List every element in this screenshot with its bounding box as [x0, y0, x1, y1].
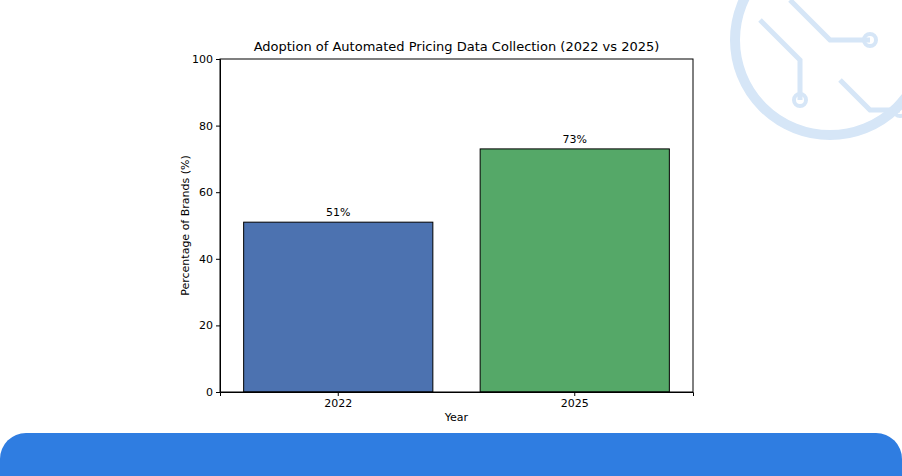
- x-tick-mark: [338, 392, 339, 396]
- deco-node: [894, 104, 902, 116]
- y-tick: 100: [192, 53, 220, 66]
- y-tick-mark: [216, 325, 220, 326]
- y-tick-mark: [216, 392, 220, 393]
- y-tick: 20: [199, 319, 220, 332]
- y-tick-label: 0: [206, 386, 213, 399]
- data-labels: 51% 73%: [326, 133, 587, 219]
- y-tick-mark: [216, 126, 220, 127]
- y-axis: 0 20 40 60 80 100: [192, 53, 221, 399]
- bar: [480, 149, 669, 392]
- y-tick-label: 100: [192, 53, 213, 66]
- deco-node: [864, 34, 876, 46]
- chart-svg: 0 20 40 60 80 100 2022 2025 51% 73% Adoption of Au…: [0, 0, 902, 476]
- y-tick-label: 80: [199, 120, 213, 133]
- bar: [244, 222, 433, 392]
- deco-line: [840, 80, 900, 110]
- plot-frame: [220, 59, 693, 392]
- deco-ring: [735, 0, 902, 135]
- x-tick-label: 2025: [561, 397, 589, 410]
- y-tick-mark: [216, 59, 220, 60]
- y-tick: 0: [206, 386, 220, 399]
- chart-title: Adoption of Automated Pricing Data Colle…: [254, 39, 660, 54]
- y-tick-label: 60: [199, 186, 213, 199]
- y-tick-mark: [216, 259, 220, 260]
- y-tick: 80: [199, 120, 220, 133]
- y-axis-title: Percentage of Brands (%): [179, 155, 192, 296]
- data-label: 73%: [563, 133, 587, 146]
- x-axis: 2022 2025: [221, 392, 694, 410]
- deco-node: [794, 94, 806, 106]
- y-tick: 60: [199, 186, 220, 199]
- x-tick: 2025: [561, 392, 589, 410]
- footer-band: [0, 433, 902, 476]
- data-label: 51%: [326, 206, 350, 219]
- x-tick-label: 2022: [324, 397, 352, 410]
- deco-line: [760, 20, 800, 100]
- x-tick-mark: [574, 392, 575, 396]
- bars: [244, 149, 670, 392]
- y-tick-label: 20: [199, 319, 213, 332]
- decoration: [735, 0, 902, 135]
- y-axis-line: [216, 60, 221, 393]
- y-tick-mark: [216, 192, 220, 193]
- deco-line: [790, 0, 870, 40]
- y-tick-label: 40: [199, 253, 213, 266]
- x-tick: 2022: [324, 392, 352, 410]
- x-axis-title: Year: [444, 411, 469, 424]
- y-tick: 40: [199, 253, 220, 266]
- x-axis-line: [221, 393, 694, 397]
